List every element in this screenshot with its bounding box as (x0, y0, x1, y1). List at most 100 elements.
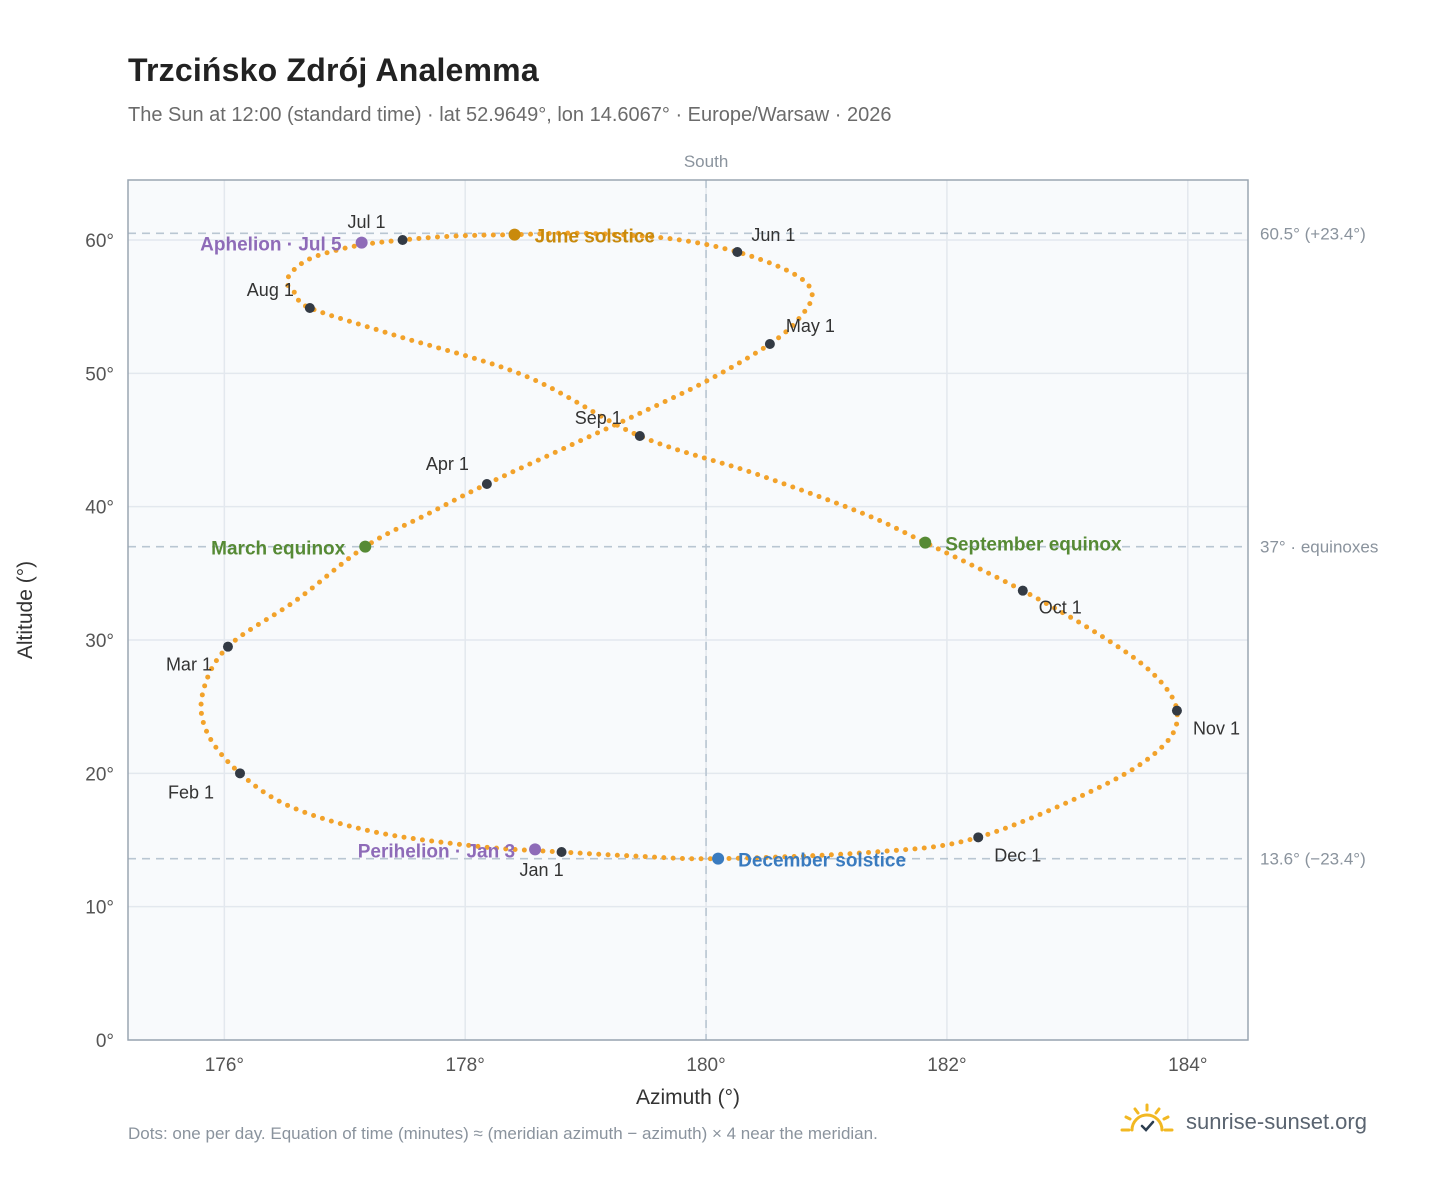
day-dot (944, 550, 950, 556)
day-dot (435, 506, 441, 512)
day-dot (302, 809, 308, 815)
day-dot (407, 236, 413, 242)
brand[interactable]: sunrise-sunset.org (1120, 1102, 1367, 1141)
day-dot (749, 253, 755, 259)
day-dot (1046, 808, 1052, 814)
day-dot (648, 234, 654, 240)
day-dot (447, 840, 453, 846)
day-dot (1051, 605, 1057, 611)
day-dot (758, 256, 764, 262)
day-dot (426, 510, 432, 516)
day-dot (783, 267, 789, 273)
month-label: Oct 1 (1039, 598, 1082, 618)
day-dot (602, 231, 608, 237)
day-dot (666, 444, 672, 450)
day-dot (401, 834, 407, 840)
day-dot (291, 266, 297, 272)
day-dot (293, 806, 299, 812)
day-dot (370, 240, 376, 246)
month-label: Feb 1 (168, 782, 214, 802)
day-dot (1164, 686, 1170, 692)
day-dot (456, 841, 462, 847)
day-dot (802, 308, 808, 314)
day-dot (851, 507, 857, 513)
day-dot (624, 853, 630, 859)
day-dot (324, 573, 330, 579)
day-dot (969, 562, 975, 568)
day-dot (379, 239, 385, 245)
day-dot (710, 458, 716, 464)
day-dot (382, 329, 388, 335)
day-dot (726, 855, 732, 861)
day-dot (930, 844, 936, 850)
day-dot (213, 744, 219, 750)
day-dot (524, 374, 530, 380)
day-dot (416, 235, 422, 241)
day-dot (736, 360, 742, 366)
day-dot (468, 489, 474, 495)
day-dot (790, 323, 796, 329)
day-dot (460, 493, 466, 499)
day-dot (373, 326, 379, 332)
day-dot (796, 316, 802, 322)
day-dot (902, 530, 908, 536)
sun-logo-icon (1120, 1102, 1174, 1141)
day-dot (586, 851, 592, 857)
day-dot (735, 855, 741, 861)
day-dot (645, 406, 651, 412)
day-dot (498, 364, 504, 370)
day-dot (825, 497, 831, 503)
day-dot (401, 522, 407, 528)
day-dot (443, 502, 449, 508)
day-dot (355, 825, 361, 831)
day-dot (842, 503, 848, 509)
event-marker (359, 540, 372, 553)
day-dot (614, 852, 620, 858)
day-dot (493, 477, 499, 483)
day-dot (1027, 592, 1033, 598)
day-dot (859, 510, 865, 516)
day-dot (537, 231, 543, 237)
day-dot (410, 518, 416, 524)
day-dot (295, 297, 301, 303)
x-tick-label: 180° (686, 1055, 725, 1076)
day-dot (657, 441, 663, 447)
day-dot (577, 850, 583, 856)
day-dot (204, 728, 210, 734)
day-dot (307, 256, 313, 262)
brand-name[interactable]: sunrise-sunset.org (1186, 1108, 1367, 1134)
day-dot (994, 828, 1000, 834)
day-dot (279, 607, 285, 613)
day-dot (528, 231, 534, 237)
day-dot (213, 658, 219, 664)
day-dot (1054, 804, 1060, 810)
day-dot (698, 856, 704, 862)
day-dot (1123, 649, 1129, 655)
day-dot (353, 550, 359, 556)
day-dot (1043, 600, 1049, 606)
day-dot (667, 236, 673, 242)
day-dot (471, 355, 477, 361)
day-dot (1020, 819, 1026, 825)
day-dot (1071, 796, 1077, 802)
day-dot (912, 846, 918, 852)
day-dot (877, 518, 883, 524)
day-dot (291, 289, 297, 295)
day-dot (209, 666, 215, 672)
plot-area (128, 180, 1248, 1040)
day-dot (958, 839, 964, 845)
day-dot (792, 271, 798, 277)
day-dot (676, 237, 682, 243)
day-dot (427, 342, 433, 348)
day-dot (552, 449, 558, 455)
day-dot (828, 852, 834, 858)
day-dot (856, 850, 862, 856)
day-dot (240, 632, 246, 638)
day-dot (679, 855, 685, 861)
day-dot (388, 238, 394, 244)
day-dot (541, 381, 547, 387)
day-dot (317, 579, 323, 585)
day-dot (200, 719, 206, 725)
day-dot (311, 812, 317, 818)
day-dot (590, 409, 596, 415)
